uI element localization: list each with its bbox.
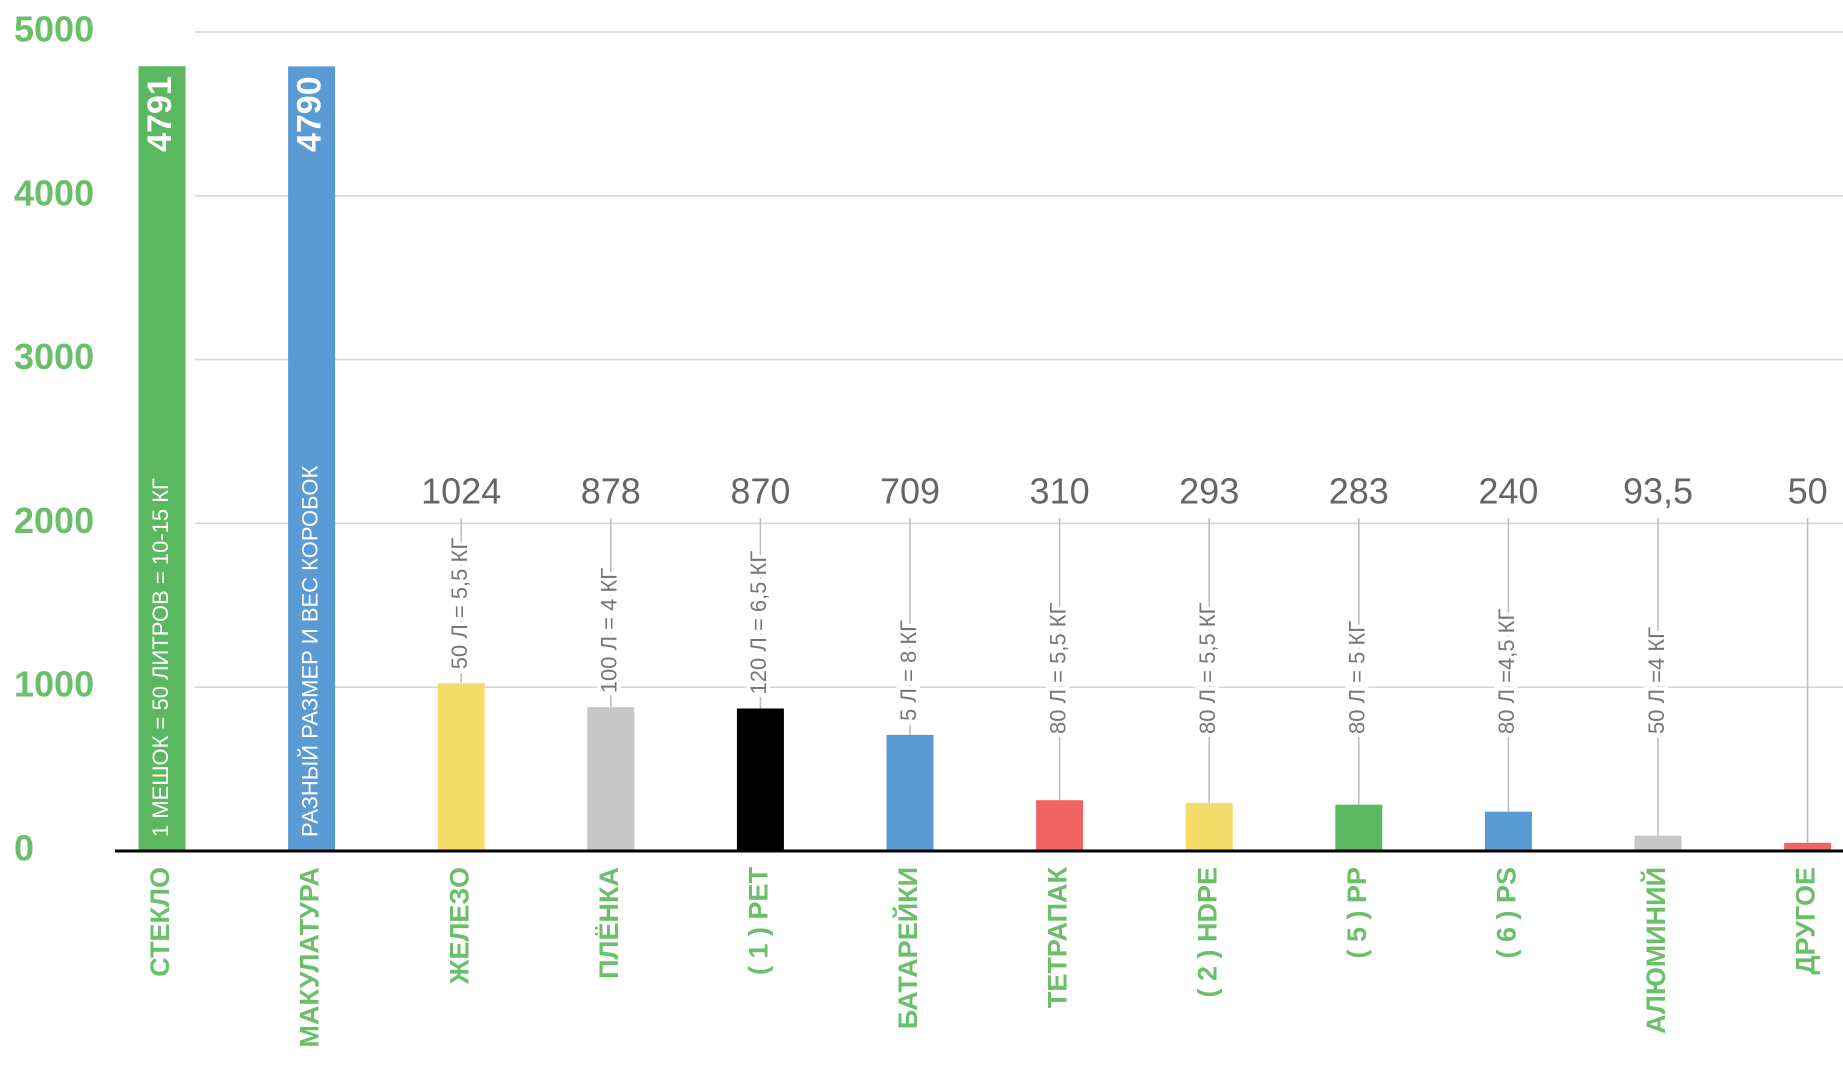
x-tick-label: ПЛЁНКА — [594, 867, 624, 979]
annotation: 80 Л = 5,5 КГ — [1195, 602, 1220, 734]
bar — [886, 734, 934, 851]
bar — [587, 707, 635, 851]
y-tick-label: 1000 — [14, 664, 94, 705]
annotation: 1 МЕШОК = 50 ЛИТРОВ = 10-15 КГ — [148, 478, 173, 837]
annotation: РАЗНЫЙ РАЗМЕР И ВЕС КОРОБОК — [297, 466, 322, 837]
annotation: 50 Л = 5,5 КГ — [447, 538, 472, 670]
bar — [288, 66, 336, 851]
bar — [1036, 800, 1084, 851]
value-label: 293 — [1179, 471, 1239, 512]
x-tick-label: ЖЕЛЕЗО — [444, 867, 474, 985]
annotation: 80 Л = 5,5 КГ — [1045, 602, 1070, 734]
value-label: 1024 — [421, 471, 501, 512]
annotation: 50 Л =4 КГ — [1644, 627, 1669, 734]
y-tick-label: 0 — [14, 828, 34, 869]
bar — [736, 708, 784, 851]
value-label: 50 — [1788, 471, 1828, 512]
bar — [138, 66, 186, 852]
y-tick-label: 2000 — [14, 500, 94, 541]
x-tick-label: ( 1 ) PET — [744, 866, 774, 975]
value-label: 4791 — [141, 76, 179, 152]
annotation: 5 Л = 8 КГ — [896, 620, 921, 721]
x-tick-label: ТЕТРАПАК — [1043, 866, 1073, 1008]
y-tick-label: 4000 — [14, 172, 94, 213]
y-tick-label: 5000 — [14, 9, 94, 50]
value-label: 870 — [730, 471, 790, 512]
value-label: 4790 — [291, 76, 329, 152]
value-label: 709 — [880, 471, 940, 512]
x-tick-label: АЛЮМИНИЙ — [1640, 867, 1671, 1034]
x-tick-label: ( 5 ) PP — [1342, 867, 1372, 959]
x-tick-label: МАКУЛАТУРА — [295, 867, 325, 1047]
value-label: 93,5 — [1623, 471, 1693, 512]
x-tick-label: ( 2 ) HDPE — [1192, 867, 1222, 998]
annotation: 100 Л = 4 КГ — [597, 568, 622, 693]
bar — [437, 683, 485, 851]
annotation: 80 Л = 5 КГ — [1345, 621, 1370, 734]
x-tick-label: ДРУГОЕ — [1791, 867, 1821, 975]
bar — [1634, 835, 1682, 851]
bar — [1484, 811, 1532, 851]
y-tick-label: 3000 — [14, 336, 94, 377]
x-tick-label: ( 6 ) PS — [1492, 867, 1522, 959]
x-tick-label: СТЕКЛО — [145, 867, 175, 977]
annotation: 120 Л = 6,5 КГ — [746, 551, 771, 695]
x-tick-label: БАТАРЕЙКИ — [892, 867, 923, 1029]
value-label: 240 — [1478, 471, 1538, 512]
annotation: 80 Л =4,5 КГ — [1494, 609, 1519, 734]
value-label: 283 — [1329, 471, 1389, 512]
bar — [1784, 842, 1832, 851]
value-label: 878 — [581, 471, 641, 512]
bar — [1185, 803, 1233, 851]
bar — [1335, 804, 1383, 851]
value-label: 310 — [1030, 471, 1090, 512]
